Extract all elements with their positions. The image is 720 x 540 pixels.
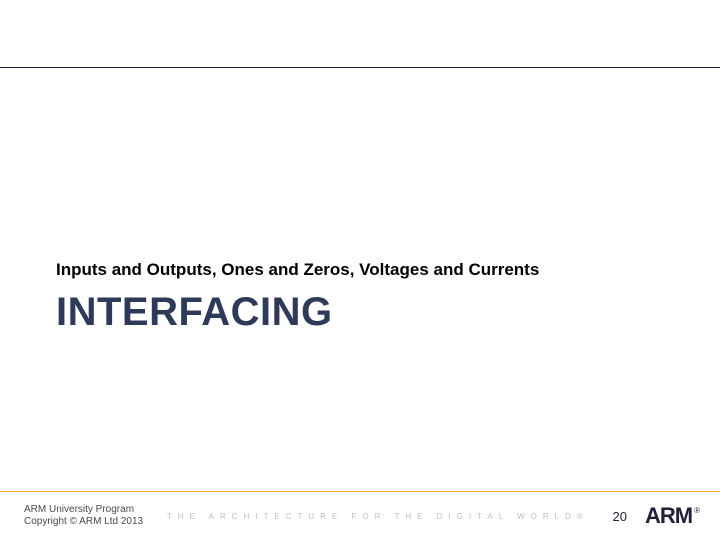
- slide-title: INTERFACING: [56, 290, 680, 335]
- slide: Inputs and Outputs, Ones and Zeros, Volt…: [0, 0, 720, 540]
- arm-logo-registered: ®: [694, 506, 700, 515]
- footer-program-line2: Copyright © ARM Ltd 2013: [24, 516, 143, 528]
- footer-program: ARM University Program Copyright © ARM L…: [24, 504, 143, 528]
- arm-logo: ARM ®: [645, 503, 700, 529]
- page-number: 20: [613, 509, 627, 524]
- footer: ARM University Program Copyright © ARM L…: [0, 492, 720, 540]
- footer-program-line1: ARM University Program: [24, 504, 143, 516]
- footer-tagline: THE ARCHITECTURE FOR THE DIGITAL WORLD®: [143, 512, 612, 521]
- top-divider: [0, 67, 720, 68]
- slide-subtitle: Inputs and Outputs, Ones and Zeros, Volt…: [56, 260, 680, 280]
- content-area: Inputs and Outputs, Ones and Zeros, Volt…: [56, 260, 680, 335]
- arm-logo-text: ARM: [645, 503, 692, 529]
